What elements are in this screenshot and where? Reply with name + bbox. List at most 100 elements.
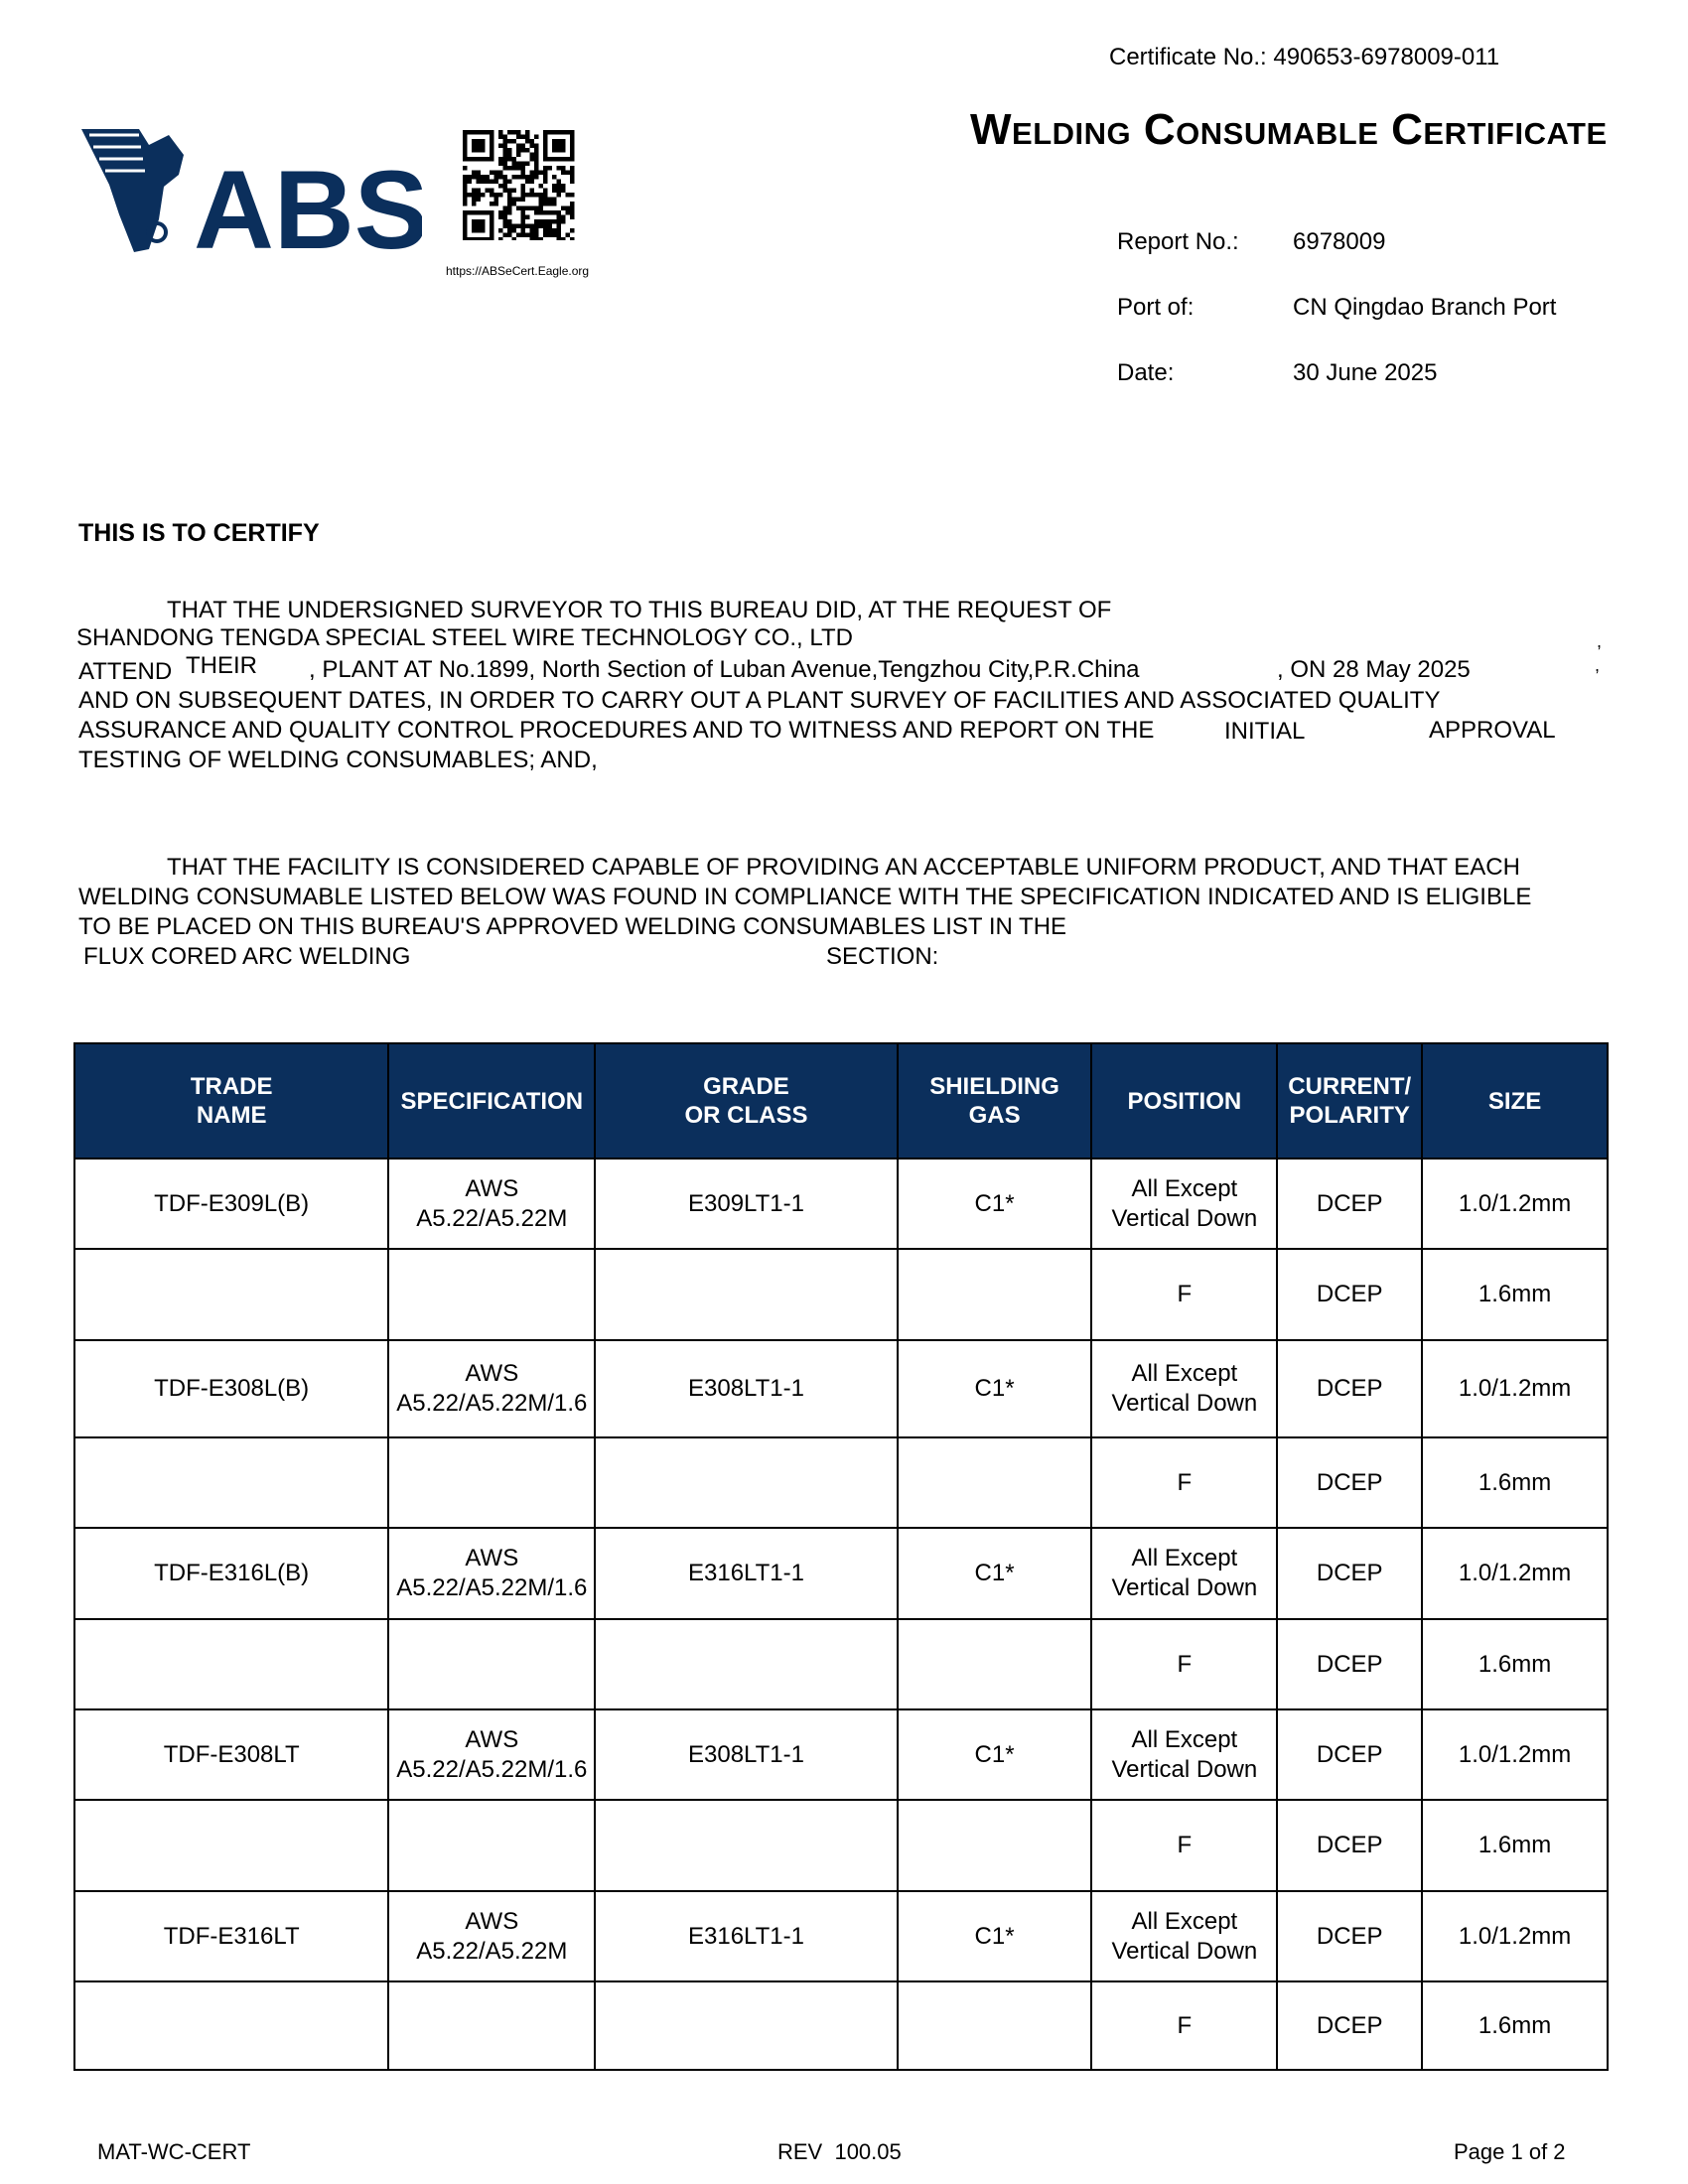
report-no-label: Report No.: [1117,228,1239,255]
table-row: TDF-E308LT AWS A5.22/A5.22M/1.6 E308LT1-1 C1… [72,1708,1609,1801]
cell-specification: AWS A5.22/A5.22M/1.6 [387,1339,597,1438]
cell-grade: E316LT1-1 [594,1527,899,1620]
table-row: TDF-E309L(B) AWS A5.22/A5.22M E309LT1-1 C1* A… [72,1158,1609,1250]
cell-position: All Except Vertical Down [1090,1339,1279,1438]
port-value: CN Qingdao Branch Port [1293,294,1557,321]
consumables-table: TRADE NAME SPECIFICATION GRADE OR CLASS SHIEL… [72,1042,1609,2071]
cell-grade: E309LT1-1 [594,1158,899,1250]
header-text: CURRENT/ [1288,1073,1412,1100]
cell-trade-name [72,1980,390,2071]
cell-trade-name: TDF-E316LT [72,1890,390,1982]
cell-text: 1.6mm [1477,1650,1552,1678]
table-row: F DCEP 1.6mm [72,1618,1609,1710]
cell-text: 1.0/1.2mm [1458,1922,1572,1950]
cell-shielding-gas [896,1618,1093,1710]
header-specification: SPECIFICATION [387,1043,597,1159]
cell-text: A5.22/A5.22M/1.6 [396,1755,588,1783]
table-row: TDF-E316LT AWS A5.22/A5.22M E316LT1-1 C1* All… [72,1890,1609,1982]
their-text: THEIR [186,652,257,679]
cell-text: TDF-E309L(B) [154,1189,310,1217]
cell-specification [387,1799,597,1892]
cell-size: 1.6mm [1421,1980,1609,2071]
cell-current-polarity: DCEP [1276,1799,1424,1892]
cell-trade-name: TDF-E316L(B) [72,1527,390,1620]
cell-current-polarity: DCEP [1276,1618,1424,1710]
cell-text: F [1177,2011,1193,2039]
company-name: SHANDONG TENGDA SPECIAL STEEL WIRE TECHN… [76,624,853,651]
cell-size: 1.0/1.2mm [1421,1339,1609,1438]
cell-shielding-gas [896,1799,1093,1892]
cell-text: AWS [465,1545,519,1571]
cell-trade-name [72,1618,390,1710]
cell-trade-name [72,1436,390,1529]
cell-text: Vertical Down [1111,1755,1258,1783]
cell-position: F [1090,1980,1279,2071]
cell-text: All Except [1131,1174,1238,1202]
cell-size: 1.0/1.2mm [1421,1890,1609,1982]
header-position: POSITION [1090,1043,1279,1159]
cell-text: 1.6mm [1477,2011,1552,2039]
table-row: F DCEP 1.6mm [72,1248,1609,1341]
revision: REV 100.05 [777,2139,902,2164]
certify-heading: THIS IS TO CERTIFY [78,519,320,547]
cell-text: DCEP [1316,1832,1383,1858]
cell-trade-name: TDF-E308LT [72,1708,390,1801]
abs-logo: ABS [81,129,422,254]
cell-specification [387,1980,597,2071]
cell-grade [594,1799,899,1892]
cell-specification [387,1248,597,1341]
cell-text: Vertical Down [1111,1574,1258,1601]
port-label: Port of: [1117,294,1195,321]
cell-trade-name [72,1799,390,1892]
qr-url[interactable]: https://ABSeCert.Eagle.org [446,264,590,278]
header-text: SHIELDING [929,1073,1059,1100]
header-text: SPECIFICATION [400,1087,584,1115]
cell-shielding-gas [896,1436,1093,1529]
cell-text: 1.6mm [1477,1468,1552,1496]
paragraph-1-line-1: THAT THE UNDERSIGNED SURVEYOR TO THIS BU… [167,597,1112,623]
cell-grade: E308LT1-1 [594,1708,899,1801]
certificate-number: Certificate No.: 490653-6978009-011 [1109,44,1499,71]
cell-text: F [1177,1281,1193,1307]
date-label: Date: [1117,359,1175,386]
cell-trade-name: TDF-E308L(B) [72,1339,390,1438]
cell-grade [594,1436,899,1529]
header-text: GAS [968,1102,1021,1129]
cell-text: C1* [974,1740,1015,1768]
welding-process: FLUX CORED ARC WELDING [83,943,411,970]
date-value: 30 June 2025 [1293,359,1438,386]
cell-text: DCEP [1316,1740,1383,1768]
header-text: TRADE [190,1073,273,1100]
cell-specification: AWS A5.22/A5.22M [387,1158,597,1250]
certificate-no-value: 490653-6978009-011 [1273,44,1500,70]
cell-position: F [1090,1618,1279,1710]
cell-text: DCEP [1316,1922,1383,1950]
header-text: OR CLASS [684,1102,808,1129]
cell-text: A5.22/A5.22M [416,1204,568,1232]
cell-current-polarity: DCEP [1276,1890,1424,1982]
cell-text: All Except [1131,1360,1238,1387]
cell-shielding-gas [896,1248,1093,1341]
cell-text: C1* [974,1922,1015,1950]
cell-text: E316LT1-1 [688,1922,804,1950]
cell-text: C1* [974,1560,1015,1586]
cell-current-polarity: DCEP [1276,1248,1424,1341]
cell-grade: E316LT1-1 [594,1890,899,1982]
cell-text: A5.22/A5.22M [416,1937,568,1965]
table-row: F DCEP 1.6mm [72,1436,1609,1529]
cell-text: 1.0/1.2mm [1458,1560,1572,1586]
cell-current-polarity: DCEP [1276,1980,1424,2071]
cell-text: 1.0/1.2mm [1458,1189,1572,1217]
cell-position: All Except Vertical Down [1090,1158,1279,1250]
qr-code[interactable] [463,130,575,240]
header-shielding-gas: SHIELDING GAS [896,1043,1093,1159]
cell-text: 1.6mm [1477,1281,1552,1307]
approval-text: APPROVAL [1429,717,1556,744]
cell-position: F [1090,1248,1279,1341]
cell-text: Vertical Down [1111,1390,1258,1417]
cell-specification: AWS A5.22/A5.22M/1.6 [387,1708,597,1801]
cell-text: DCEP [1316,1468,1383,1496]
cell-size: 1.0/1.2mm [1421,1158,1609,1250]
attend-text: ATTEND [78,658,173,685]
cell-text: AWS [465,1725,519,1753]
